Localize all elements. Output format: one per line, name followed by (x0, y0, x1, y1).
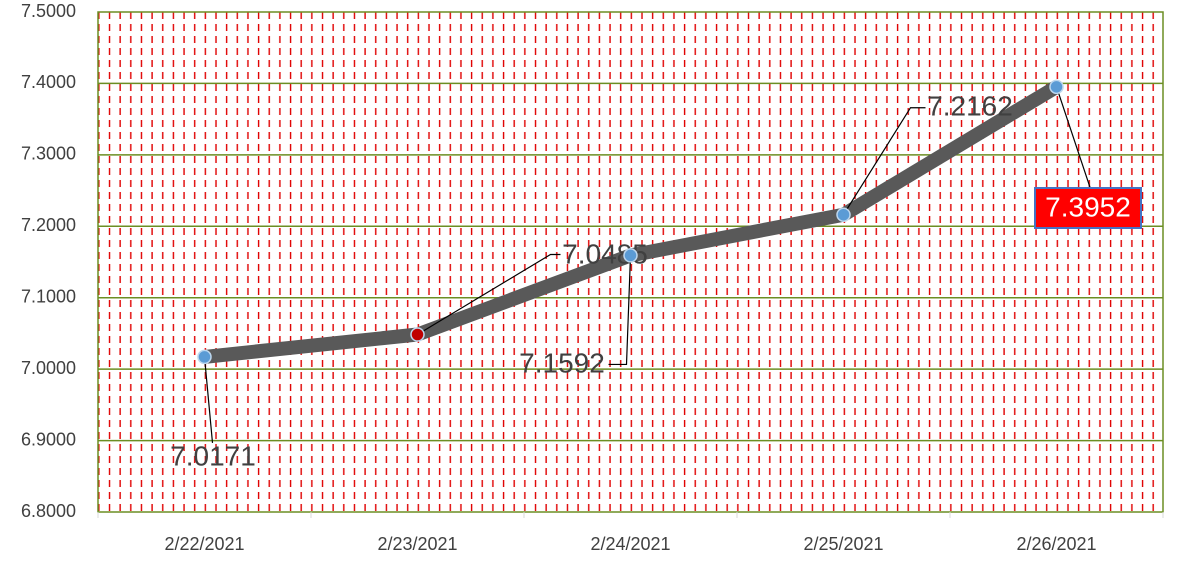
y-tick-label: 7.3000 (21, 144, 76, 164)
marker (1049, 79, 1064, 95)
plot-border (97, 11, 1164, 513)
leader-line (203, 356, 214, 443)
marker (410, 327, 425, 342)
data-label: 7.0171 (170, 440, 256, 471)
marker (836, 207, 851, 222)
leader-line (842, 107, 926, 216)
y-tick-label: 6.9000 (21, 429, 76, 449)
x-tick-label: 2/26/2021 (1016, 534, 1096, 554)
y-tick-label: 7.0000 (21, 358, 76, 378)
x-tick-label: 2/24/2021 (590, 534, 670, 554)
leader-line (417, 253, 561, 336)
marker (197, 349, 212, 365)
data-label-box (1034, 187, 1142, 229)
x-tick-label: 2/25/2021 (803, 534, 883, 554)
y-tick-label: 6.8000 (21, 501, 76, 521)
data-label: 7.1592 (519, 347, 605, 378)
leader-line (608, 255, 632, 366)
leader-line (1055, 86, 1092, 190)
y-tick-label: 7.5000 (21, 1, 76, 21)
data-label: 7.3952 (1045, 191, 1131, 222)
data-label: 7.2162 (927, 90, 1013, 121)
y-tick-label: 7.1000 (21, 286, 76, 306)
y-tick-label: 7.4000 (21, 72, 76, 92)
x-tick-label: 2/22/2021 (164, 534, 244, 554)
marker (623, 248, 638, 263)
x-tick-label: 2/23/2021 (377, 534, 457, 554)
y-tick-label: 7.2000 (21, 215, 76, 235)
